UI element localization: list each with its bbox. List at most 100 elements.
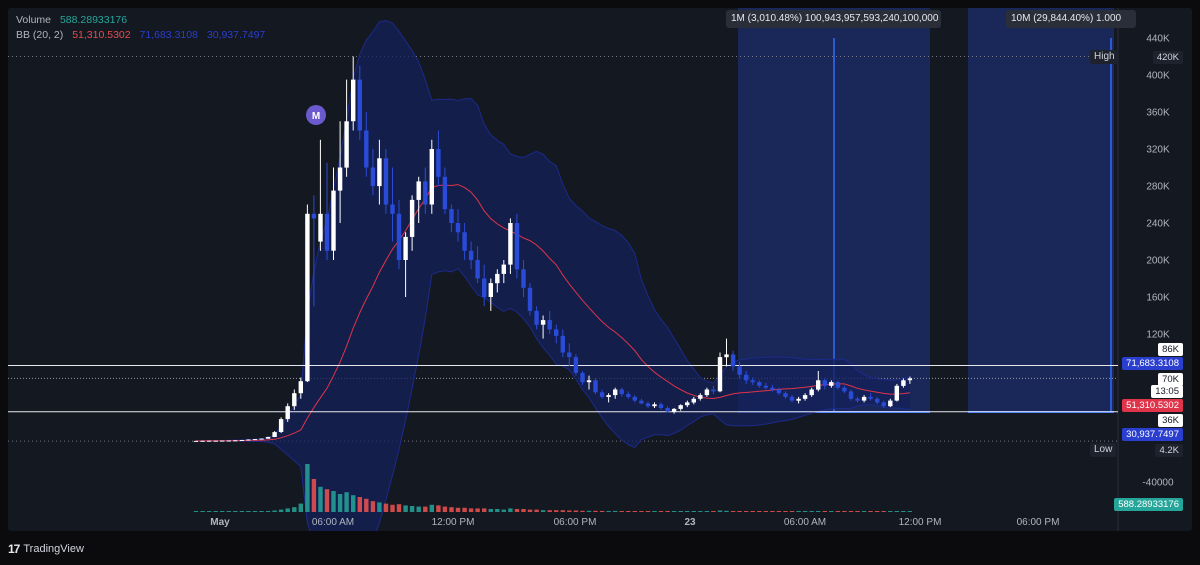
volume-bar	[193, 511, 199, 512]
candle-body	[292, 393, 297, 407]
candle-body	[868, 396, 873, 399]
volume-bar	[462, 507, 467, 512]
candle-body	[691, 398, 696, 403]
volume-bar	[239, 511, 245, 512]
time-tick-label: 06:00 PM	[554, 517, 597, 528]
candle-body	[842, 387, 847, 392]
candle-body	[645, 403, 651, 407]
volume-bar	[298, 503, 303, 512]
time-tick-label: 06:00 AM	[312, 517, 354, 528]
candle-body	[802, 395, 808, 399]
candle-body	[482, 278, 487, 297]
volume-bar	[475, 508, 480, 512]
volume-bar	[789, 511, 795, 512]
bb-upper-value: 71,683.3108	[139, 29, 198, 41]
volume-bar	[861, 511, 867, 512]
candle-body	[783, 393, 788, 397]
volume-bar	[691, 511, 696, 512]
bb-basis-line	[196, 184, 910, 442]
volume-bar	[416, 506, 421, 512]
volume-bar	[527, 509, 533, 512]
volume-bar	[586, 510, 592, 512]
price-tick-label: 400K	[1146, 71, 1170, 82]
bb-band-fill	[196, 20, 910, 531]
candle-body	[246, 439, 251, 441]
candle-body	[704, 389, 710, 396]
volume-bar	[573, 510, 579, 512]
price-chart[interactable]: M 440K 400K 360K 320K 280K 240K 200K 160K 120K -40…	[8, 8, 1192, 531]
volume-bar	[704, 511, 710, 512]
volume-bar	[776, 511, 782, 512]
bb-lower-value: 30,937.7497	[206, 29, 266, 41]
time-tick-label: 06:00 PM	[1017, 517, 1060, 528]
event-marker[interactable]	[306, 105, 326, 125]
chart-frame[interactable]: M 440K 400K 360K 320K 280K 240K 200K 160K 120K -40…	[8, 8, 1192, 531]
candle-body	[547, 320, 552, 330]
candle-body	[272, 432, 277, 437]
candle-body	[658, 404, 664, 408]
volume-bar	[547, 510, 552, 512]
price-tick-label: 440K	[1146, 34, 1170, 45]
volume-bar	[521, 509, 526, 512]
candle-body	[429, 149, 434, 205]
candle-body	[265, 437, 271, 439]
last-price-label: 70K	[1158, 373, 1183, 386]
candle-body	[344, 121, 349, 168]
candle-body	[678, 405, 683, 409]
candle-body	[881, 402, 886, 407]
volume-bar	[272, 510, 277, 512]
volume-bar	[233, 511, 238, 512]
candle-body	[724, 354, 729, 358]
volume-bar	[206, 511, 212, 512]
candle-body	[901, 380, 906, 386]
candle-body	[848, 391, 854, 399]
volume-bar	[560, 510, 565, 512]
candle-body	[423, 181, 428, 205]
volume-bar	[226, 511, 231, 512]
candle-body	[763, 385, 768, 388]
volume-bar	[265, 511, 271, 512]
candle-body	[822, 380, 827, 386]
high-tag: High	[1090, 50, 1119, 64]
price-tick-label: 360K	[1146, 108, 1170, 119]
candle-body	[744, 374, 749, 381]
volume-bar	[802, 511, 808, 512]
volume-price-label: 588.28933176	[1114, 498, 1183, 511]
candle-body	[907, 378, 913, 381]
volume-bar	[835, 511, 841, 512]
volume-bar	[632, 511, 637, 512]
candle-body	[776, 389, 782, 394]
volume-bar	[285, 508, 290, 512]
volume-bar	[409, 506, 415, 512]
volume-bar	[599, 510, 605, 512]
candle-body	[580, 372, 585, 383]
volume-bar	[436, 505, 441, 512]
volume-bar	[540, 510, 546, 512]
candle-body	[468, 250, 474, 261]
time-tick-label: 12:00 PM	[432, 517, 475, 528]
candle-body	[770, 387, 775, 390]
volume-bar	[658, 511, 664, 512]
hline-top-label: 86K	[1158, 343, 1183, 356]
candle-body	[449, 209, 454, 223]
hline-bottom-label: 36K	[1158, 414, 1183, 427]
volume-bar	[645, 511, 651, 512]
volume-bar	[534, 509, 539, 512]
volume-bar	[848, 511, 854, 512]
candle-body	[285, 406, 290, 420]
candle-body	[488, 283, 493, 297]
volume-bar	[652, 511, 657, 512]
candle-body	[239, 440, 245, 441]
candle-body	[442, 176, 448, 210]
candle-body	[226, 440, 231, 442]
volume-bar	[816, 511, 821, 512]
bb-legend: BB (20, 2) 51,310.5302 71,683.3108 30,93…	[16, 29, 271, 41]
tv-logo-icon[interactable]: 17	[8, 542, 20, 556]
volume-bar	[580, 510, 585, 512]
volume-bar	[809, 511, 814, 512]
volume-bar	[875, 511, 880, 512]
candle-body	[527, 287, 533, 311]
volume-bar	[246, 511, 251, 512]
candle-body	[462, 232, 467, 251]
brand-name[interactable]: TradingView	[23, 543, 84, 555]
